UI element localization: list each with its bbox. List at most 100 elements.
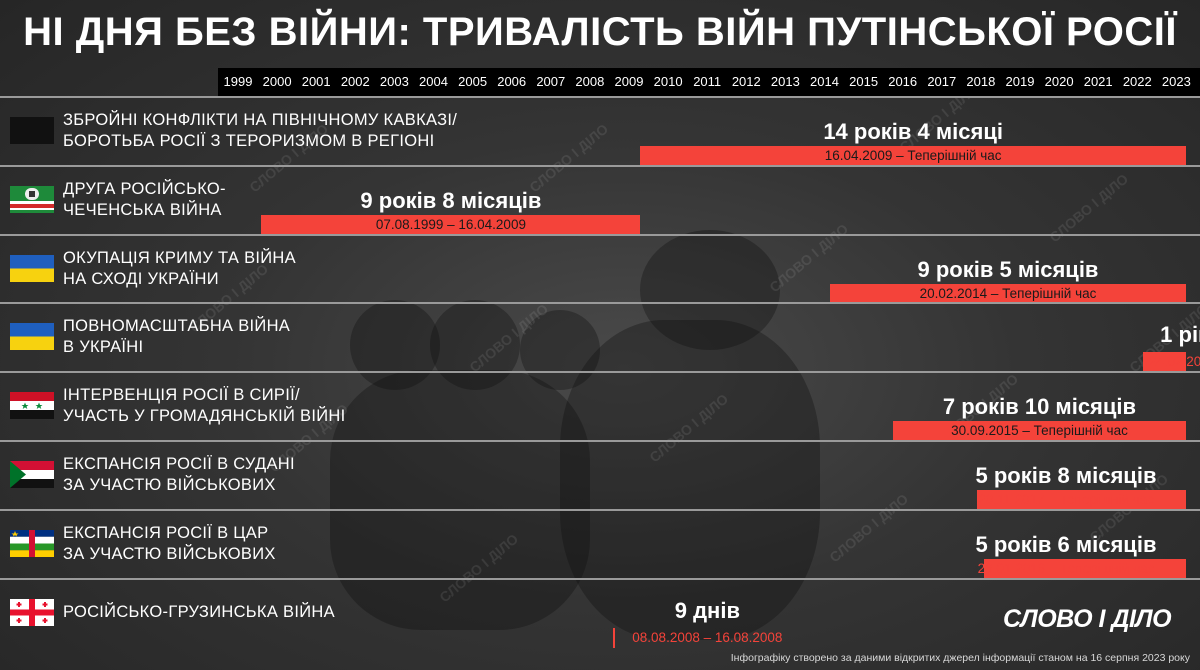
war-row: Окупація Криму та війна на сході України 2… [0, 235, 1200, 304]
duration-label: 1 рік 5 місяців [1160, 322, 1200, 348]
year-tick-2012: 2012 [731, 74, 761, 89]
duration-label: 9 років 5 місяців [917, 256, 1099, 282]
georgia-flag [10, 598, 54, 626]
date-range-label: 16.04.2009 – Теперішній час [824, 148, 1002, 163]
date-range-label: 20.02.2014 – Теперішній час [919, 285, 1097, 301]
war-row: Російсько-грузинська війна 08.08.2008 – 1… [0, 579, 1200, 648]
war-label: Окупація Криму та війна на сході України [63, 248, 483, 290]
year-tick-2010: 2010 [653, 74, 683, 89]
war-label-line: Експансія Росії в ЦАР [63, 523, 269, 542]
year-tick-2002: 2002 [340, 74, 370, 89]
page-title: НІ ДНЯ БЕЗ ВІЙНИ: ТРИВАЛІСТЬ ВІЙН ПУТІНС… [23, 10, 1177, 54]
year-tick-2001: 2001 [301, 74, 331, 89]
year-tick-2022: 2022 [1122, 74, 1152, 89]
year-tick-2004: 2004 [419, 74, 448, 89]
date-range-label: 08.08.2008 – 16.08.2008 [632, 629, 783, 645]
year-tick-2020: 2020 [1044, 74, 1074, 89]
war-label: Інтервенція Росії в Сирії/участь у грома… [63, 385, 483, 427]
war-label-line: на сході України [63, 269, 219, 288]
duration-label: 9 днів [674, 597, 740, 623]
duration-bar [976, 490, 1186, 510]
car-flag [10, 529, 54, 557]
war-label: Повномасштабна війна в Україні [63, 316, 483, 358]
war-row: Повномасштабна війна в Україні 24.02.2022 … [0, 303, 1200, 373]
date-range-label: 24.02.2022 – Теперішній час [1148, 354, 1200, 370]
war-label-line: Збройні конфлікти на Північному Кавказі/ [63, 111, 458, 129]
war-label-line: Експансія Росії в Судані [63, 455, 295, 473]
row-separator [0, 233, 1200, 236]
war-row: Збройні конфлікти на Північному Кавказі/… [0, 97, 1200, 166]
year-axis: 1999 2000 2001 2002 2003 2004 2005 2006 2007 2008… [218, 68, 1200, 96]
duration-bar [829, 283, 1186, 304]
war-row: Експансія Росії в ЦАР за участю військови… [0, 510, 1200, 579]
war-label-line: за участю військових [63, 544, 276, 563]
duration-label: 14 років 4 місяці [823, 119, 1003, 144]
date-range-label: 07.08.1999 – 16.04.2009 [375, 216, 526, 232]
year-tick-2019: 2019 [1005, 74, 1035, 89]
year-tick-2013: 2013 [770, 74, 800, 89]
duration-bar [1143, 352, 1186, 373]
war-label-line: участь у громадянській війні [63, 407, 346, 426]
row-separator [0, 164, 1200, 167]
duration-bar [892, 421, 1186, 442]
syria-flag [10, 392, 54, 420]
war-label-line: чеченська війна [63, 200, 222, 219]
year-tick-2006: 2006 [497, 74, 527, 89]
duration-bar [613, 627, 616, 648]
row-separator [0, 302, 1200, 305]
duration-label: 7 років 10 місяців [942, 394, 1137, 420]
war-label-line: Повномасштабна війна [63, 317, 291, 336]
duration-label: 5 років 6 місяців [975, 531, 1157, 557]
year-tick-2003: 2003 [379, 74, 409, 89]
row-separator [0, 577, 1200, 580]
war-label-line: Російсько-грузинська війна [63, 602, 335, 621]
duration-label: 9 років 8 місяців [360, 187, 542, 213]
ukraine-flag [10, 323, 54, 351]
brand-logo: СЛОВО І ДІЛО [1003, 605, 1172, 633]
duration-bar [983, 558, 1186, 579]
year-tick-2007: 2007 [536, 74, 566, 89]
year-tick-2015: 2015 [849, 74, 879, 89]
year-tick-2018: 2018 [966, 74, 996, 89]
war-label-line: в Україні [63, 338, 144, 357]
war-label: Друга російсько-чеченська війна [63, 179, 483, 221]
year-tick-2000: 2000 [262, 74, 292, 89]
year-tick-2011: 2011 [693, 74, 722, 89]
war-label-line: за участю військових [63, 476, 276, 494]
date-range-label: 20.11.2017 – Теперішній час [978, 492, 1154, 507]
war-row: Друга російсько-чеченська війна 07.08.199… [0, 166, 1200, 235]
war-label: Експансія Росії в Судані за участю військ… [63, 454, 483, 496]
ichkeria-flag [10, 185, 54, 213]
year-tick-2016: 2016 [888, 74, 918, 89]
duration-bar [261, 214, 641, 235]
year-tick-2023: 2023 [1161, 74, 1191, 89]
year-tick-2017: 2017 [927, 74, 957, 89]
war-label: Російсько-грузинська війна [63, 602, 483, 623]
year-tick-2005: 2005 [458, 74, 488, 89]
war-label-line: Інтервенція Росії в Сирії/ [63, 386, 300, 405]
year-tick-2021: 2021 [1083, 74, 1113, 89]
year-tick-1999: 1999 [223, 74, 253, 89]
war-label: Експансія Росії в ЦАР за участю військови… [63, 523, 483, 565]
ukraine-flag [10, 254, 54, 282]
sudan-flag [10, 461, 54, 488]
war-label-line: Окупація Криму та війна [63, 248, 296, 267]
row-separator [0, 440, 1200, 442]
row-separator [0, 96, 1200, 98]
black-flag [10, 117, 54, 144]
row-separator [0, 371, 1200, 374]
duration-bar [640, 146, 1186, 166]
source-footnote: Інфографіку створено за даними відкритих… [730, 652, 1190, 664]
war-label-line: Друга російсько- [63, 179, 226, 198]
date-range-label: 26.01.2018 – Теперішній час [977, 560, 1155, 576]
war-label-line: боротьба Росії з тероризмом в регіоні [63, 132, 435, 150]
year-tick-2014: 2014 [810, 74, 839, 89]
row-separator [0, 508, 1200, 511]
duration-label: 5 років 8 місяців [975, 463, 1157, 488]
war-row: Інтервенція Росії в Сирії/участь у грома… [0, 372, 1200, 442]
date-range-label: 30.09.2015 – Теперішній час [951, 423, 1128, 439]
year-tick-2008: 2008 [575, 74, 605, 89]
year-tick-2009: 2009 [614, 74, 644, 89]
war-label: Збройні конфлікти на Північному Кавказі/… [63, 110, 483, 152]
